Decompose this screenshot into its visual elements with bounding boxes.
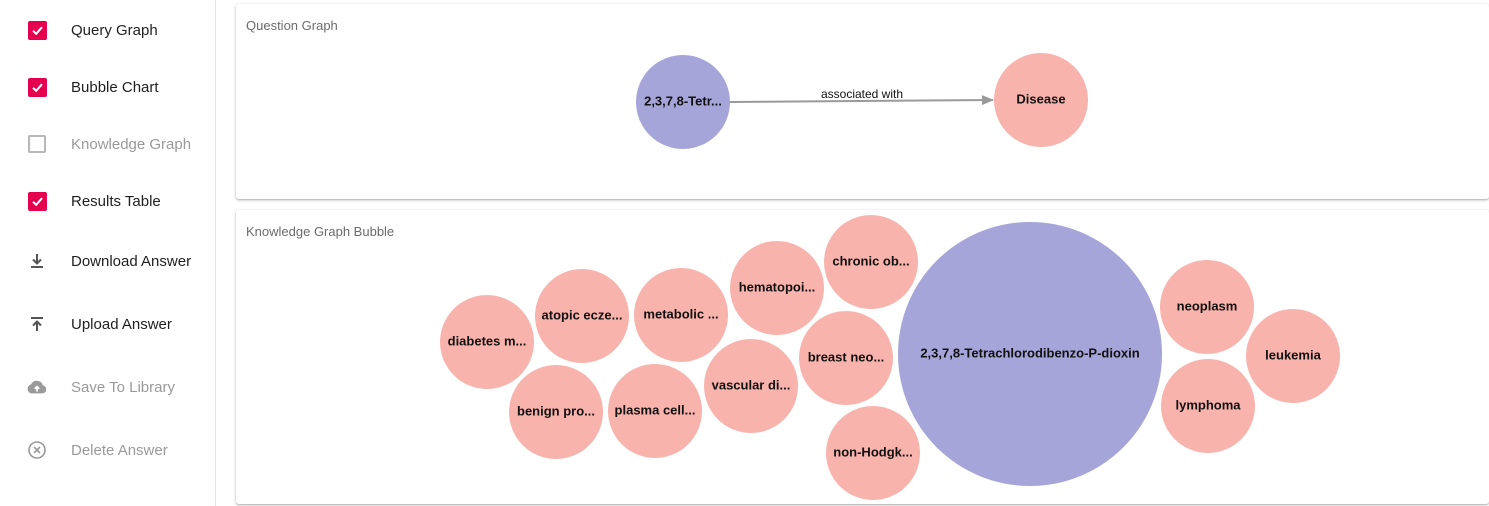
download-answer-label: Download Answer xyxy=(71,252,192,270)
bubble-label: metabolic ... xyxy=(643,306,718,321)
bubble-disease[interactable] xyxy=(1246,309,1340,403)
results-table-label: Results Table xyxy=(71,192,161,210)
delete-circle-icon xyxy=(26,439,48,461)
save-to-library-label: Save To Library xyxy=(71,378,175,396)
bubble-label: leukemia xyxy=(1265,347,1321,362)
source-node-label: 2,3,7,8-Tetr... xyxy=(644,93,722,108)
results-table-toggle[interactable]: Results Table xyxy=(0,181,215,221)
bubble-disease[interactable] xyxy=(730,241,824,335)
bubble-label: breast neo... xyxy=(808,349,885,364)
bubble-label: diabetes m... xyxy=(448,333,527,348)
bubble-disease[interactable] xyxy=(440,295,534,389)
bubble-disease[interactable] xyxy=(1160,260,1254,354)
target-node-label: Disease xyxy=(1016,91,1065,106)
target-node[interactable] xyxy=(994,53,1088,147)
bubble-label: chronic ob... xyxy=(832,253,909,268)
checkbox-checked-icon[interactable] xyxy=(27,20,47,40)
edge-arrow xyxy=(729,95,994,106)
question-graph-canvas: associated with 2,3,7,8-Tetr... Disease xyxy=(636,53,1088,149)
knowledge-graph-bubble-panel: 2,3,7,8-Tetrachlorodibenzo-P-dioxin diabe… xyxy=(236,210,1489,504)
delete-answer-label: Delete Answer xyxy=(71,441,168,459)
source-node[interactable] xyxy=(636,55,730,149)
bubble-disease[interactable] xyxy=(1161,359,1255,453)
bubble-disease[interactable] xyxy=(608,364,702,458)
cloud-upload-icon xyxy=(26,376,48,398)
download-icon xyxy=(26,250,48,272)
checkbox-checked-icon[interactable] xyxy=(27,77,47,97)
bubble-chart-toggle[interactable]: Bubble Chart xyxy=(0,67,215,107)
bubble-disease[interactable] xyxy=(509,365,603,459)
checkbox-unchecked-icon[interactable] xyxy=(28,135,46,153)
upload-icon xyxy=(26,313,48,335)
bubble-disease[interactable] xyxy=(799,311,893,405)
bubble-label: benign pro... xyxy=(517,403,595,418)
bubble-disease[interactable] xyxy=(826,406,920,500)
edge-label: associated with xyxy=(821,87,903,101)
delete-answer-button[interactable]: Delete Answer xyxy=(0,430,215,470)
bubble-disease[interactable] xyxy=(634,268,728,362)
bubble-disease[interactable] xyxy=(535,269,629,363)
bubble-label: 2,3,7,8-Tetrachlorodibenzo-P-dioxin xyxy=(920,345,1139,360)
bubble-chart: 2,3,7,8-Tetrachlorodibenzo-P-dioxin diabe… xyxy=(440,215,1340,500)
question-graph-panel: associated with 2,3,7,8-Tetr... Disease … xyxy=(236,4,1489,199)
bubble-panel-title: Knowledge Graph Bubble xyxy=(246,224,395,239)
bubble-label: neoplasm xyxy=(1177,298,1238,313)
bubble-disease[interactable] xyxy=(824,215,918,309)
bubble-label: atopic ecze... xyxy=(542,307,623,322)
bubble-label: non-Hodgk... xyxy=(833,444,912,459)
bubble-label: hematopoi... xyxy=(739,279,816,294)
upload-answer-button[interactable]: Upload Answer xyxy=(0,304,215,344)
bubble-chart-label: Bubble Chart xyxy=(71,78,159,96)
question-graph-title: Question Graph xyxy=(246,18,338,33)
query-graph-toggle[interactable]: Query Graph xyxy=(0,10,215,50)
save-to-library-button[interactable]: Save To Library xyxy=(0,367,215,407)
download-answer-button[interactable]: Download Answer xyxy=(0,241,215,281)
bubble-disease[interactable] xyxy=(704,339,798,433)
bubble-label: lymphoma xyxy=(1175,397,1241,412)
upload-answer-label: Upload Answer xyxy=(71,315,172,333)
bubble-chemical[interactable] xyxy=(898,222,1162,486)
bubble-label: vascular di... xyxy=(712,377,791,392)
knowledge-graph-label: Knowledge Graph xyxy=(71,135,192,153)
checkbox-checked-icon[interactable] xyxy=(27,191,47,211)
query-graph-label: Query Graph xyxy=(71,21,158,39)
sidebar: Query Graph Bubble Chart Knowledge Graph… xyxy=(0,0,216,506)
knowledge-graph-toggle[interactable]: Knowledge Graph xyxy=(0,124,215,164)
bubble-label: plasma cell... xyxy=(615,402,696,417)
